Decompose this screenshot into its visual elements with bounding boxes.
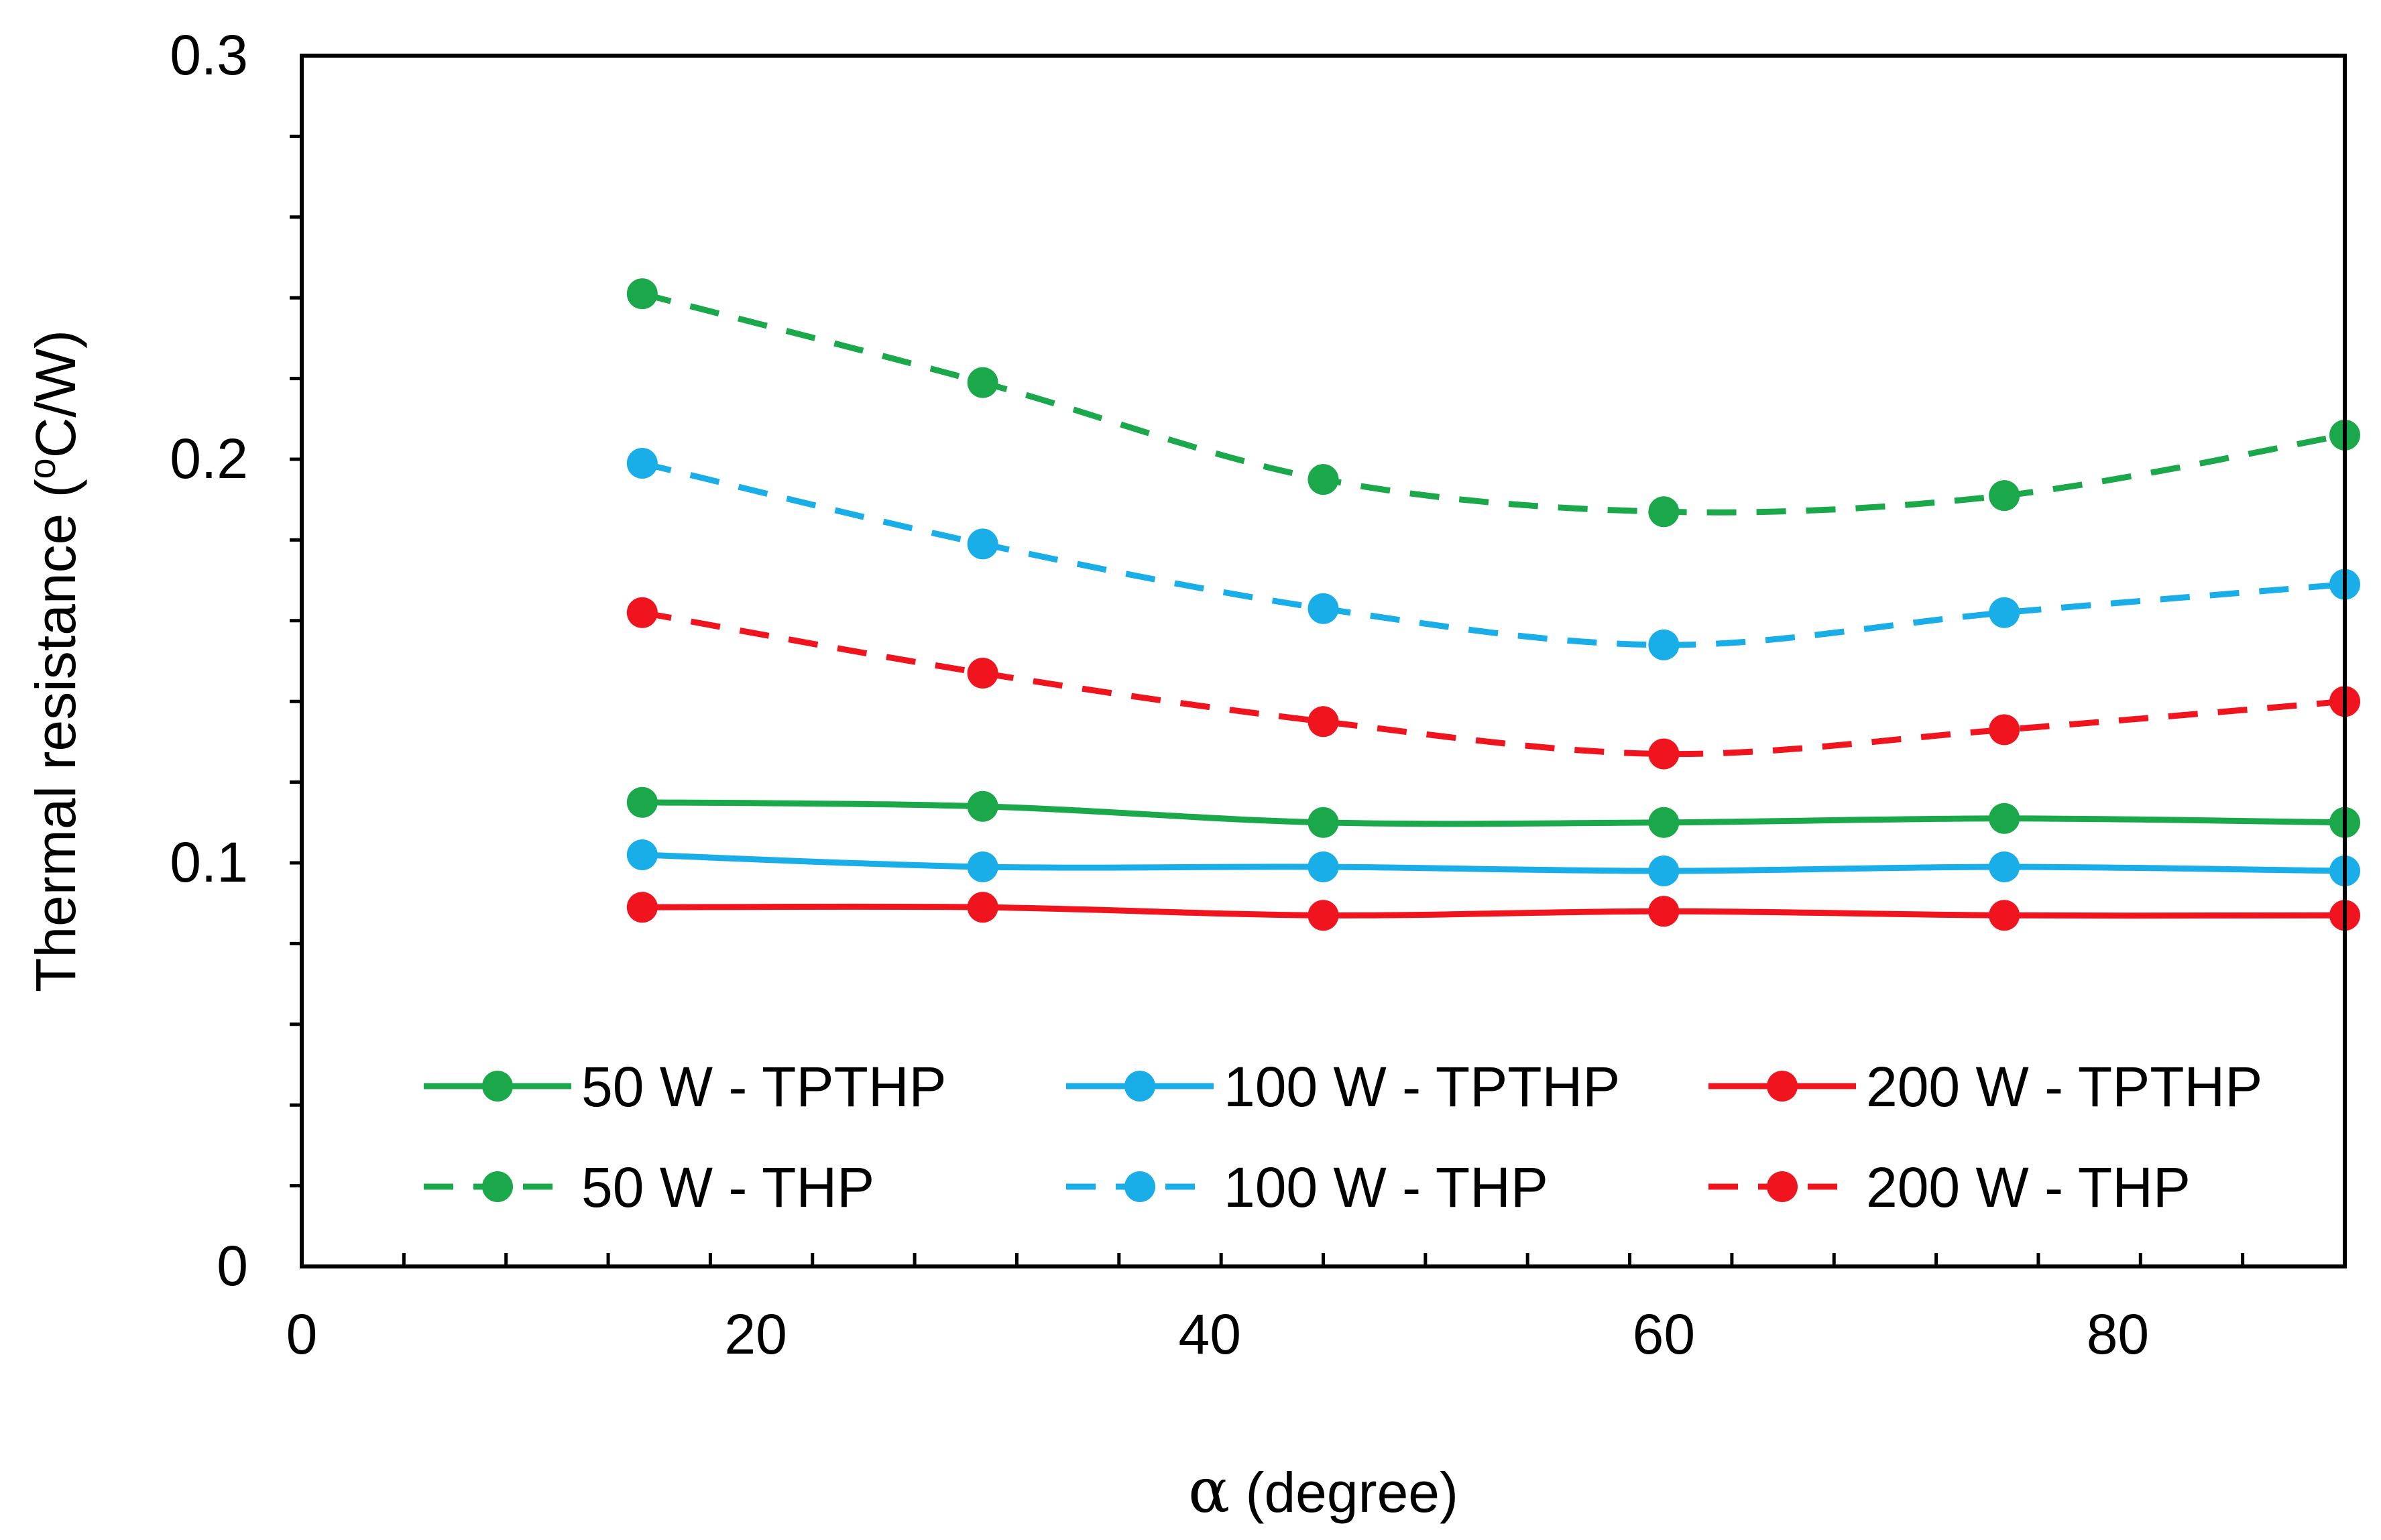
- x-tick-label: 20: [724, 1303, 787, 1366]
- legend-label: 200 W - THP: [1866, 1156, 2191, 1219]
- data-point: [1648, 896, 1680, 927]
- data-point: [1308, 593, 1339, 624]
- data-point: [1308, 464, 1339, 495]
- data-point: [1308, 706, 1339, 737]
- series-line: [642, 903, 2345, 919]
- series-line: [642, 851, 2345, 874]
- y-axis-title-suffix: C/W): [24, 330, 87, 458]
- data-point: [626, 839, 658, 870]
- x-axis-title-alpha: α: [1188, 1455, 1230, 1527]
- data-point: [967, 528, 998, 560]
- legend-entry: 200 W - TPTHP: [1708, 1055, 2262, 1118]
- data-point: [626, 786, 658, 818]
- x-axis-title-text: (degree): [1230, 1461, 1458, 1524]
- series-line: [641, 460, 2345, 648]
- legend-entry: 100 W - THP: [1066, 1156, 1548, 1219]
- data-point: [626, 597, 658, 628]
- data-point: [1308, 807, 1339, 838]
- series-50w-thp: [626, 278, 2360, 528]
- data-point: [1648, 738, 1680, 770]
- legend-entry: 200 W - THP: [1708, 1156, 2191, 1219]
- x-tick-label: 0: [286, 1303, 318, 1366]
- data-point: [967, 892, 998, 923]
- data-point: [1648, 629, 1680, 660]
- data-point: [967, 367, 998, 398]
- series-line: [642, 609, 2345, 758]
- y-axis-title-prefix: Thermal resistance (: [24, 479, 87, 992]
- y-tick-label: 0.1: [170, 831, 248, 894]
- legend-label: 100 W - TPTHP: [1224, 1055, 1620, 1118]
- data-point: [1989, 480, 2020, 512]
- legend-marker: [482, 1071, 513, 1102]
- legend-entry: 50 W - THP: [424, 1156, 874, 1219]
- data-point: [1648, 496, 1680, 528]
- series-200w-tpthp: [626, 892, 2360, 931]
- legend-label: 50 W - TPTHP: [581, 1055, 947, 1118]
- axes-layer: 0 20 40 60 80 0 0.1 0.2 0.3: [170, 23, 2347, 1366]
- series-100w-thp: [626, 448, 2360, 660]
- legend: 50 W - TPTHP 100 W - TPTHP 200 W - TPTHP 50…: [424, 1055, 2262, 1219]
- data-point: [1989, 714, 2020, 746]
- x-axis-title: α (degree): [1188, 1455, 1458, 1527]
- data-point: [1989, 851, 2020, 883]
- data-point: [1989, 597, 2020, 628]
- legend-marker: [1124, 1071, 1155, 1102]
- series-50w-tpthp: [626, 786, 2360, 838]
- data-point: [967, 790, 998, 822]
- data-point: [1648, 807, 1680, 838]
- y-tick-label: 0: [217, 1234, 248, 1297]
- series-line: [642, 799, 2345, 827]
- legend-entry: 50 W - TPTHP: [424, 1055, 947, 1118]
- legend-entry: 100 W - TPTHP: [1066, 1055, 1620, 1118]
- data-point: [1989, 803, 2020, 834]
- legend-label: 200 W - TPTHP: [1866, 1055, 2262, 1118]
- legend-marker: [1767, 1171, 1798, 1202]
- y-axis-title-degree-sup: o: [21, 458, 63, 479]
- data-point: [967, 658, 998, 689]
- plot-layer: [626, 278, 2360, 931]
- data-point: [1648, 855, 1680, 887]
- data-point: [1308, 851, 1339, 883]
- data-point: [1989, 900, 2020, 931]
- data-point: [967, 851, 998, 883]
- series-100w-tpthp: [626, 839, 2360, 887]
- legend-label: 100 W - THP: [1224, 1156, 1548, 1219]
- y-tick-label: 0.2: [170, 427, 248, 490]
- data-point: [1308, 900, 1339, 931]
- data-point: [626, 278, 658, 310]
- x-tick-label: 60: [1633, 1303, 1695, 1366]
- series-line: [641, 290, 2345, 516]
- series-200w-thp: [626, 597, 2360, 770]
- x-tick-label: 80: [2087, 1303, 2149, 1366]
- data-point: [626, 448, 658, 479]
- legend-marker: [1124, 1171, 1155, 1202]
- legend-marker: [482, 1171, 513, 1202]
- data-point: [626, 892, 658, 923]
- y-tick-label: 0.3: [170, 23, 248, 86]
- y-axis-title: Thermal resistance (oC/W): [21, 330, 87, 992]
- x-tick-label: 40: [1179, 1303, 1241, 1366]
- legend-label: 50 W - THP: [581, 1156, 874, 1219]
- legend-marker: [1767, 1071, 1798, 1102]
